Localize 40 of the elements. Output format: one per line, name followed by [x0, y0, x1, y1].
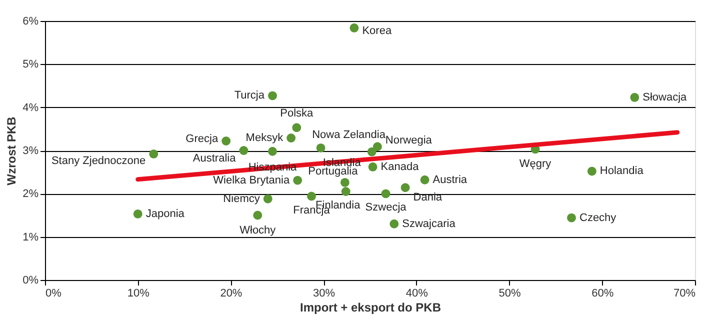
annotation: Korea — [362, 24, 392, 37]
annotation: Polska — [280, 108, 314, 120]
y-tick-label: 3% — [22, 145, 39, 157]
annotation: Grecja — [186, 133, 219, 146]
x-tick-label: 50% — [498, 288, 522, 300]
annotation: Turcja — [234, 90, 266, 102]
x-tick-label: 70% — [673, 288, 696, 300]
annotation: Wielka Brytania — [213, 174, 290, 186]
annotation: Holandia — [600, 165, 644, 178]
annotation: Norwegia — [385, 134, 433, 147]
x-axis-title: Import + eksport do PKB — [300, 300, 442, 314]
y-tick-label: 2% — [22, 188, 39, 200]
annotation: Meksyk — [246, 132, 284, 144]
annotation: Słowacja — [642, 91, 688, 104]
annotation: Dania — [413, 192, 443, 204]
annotation: Włochy — [240, 224, 276, 236]
annotation: Niemcy — [223, 192, 260, 205]
x-tick-label: 30% — [313, 288, 336, 300]
y-tick-label: 5% — [22, 58, 39, 71]
annotation: Australia — [192, 152, 237, 164]
annotation: Nowa Zelandia — [312, 128, 386, 141]
annotation: Kanada — [380, 160, 420, 173]
x-tick-label: 10% — [127, 288, 150, 300]
annotation: Szwecja — [365, 202, 408, 214]
x-tick-label: 60% — [592, 288, 614, 300]
y-axis-title: Wzrost PKB — [4, 116, 19, 186]
annotation: Portugalia — [308, 165, 359, 178]
x-tick-label: 0% — [46, 288, 62, 300]
annotation: Stany Zjednoczone — [51, 154, 146, 167]
annotation: Czechy — [580, 212, 617, 224]
y-tick-label: 0% — [22, 274, 39, 286]
y-tick-label: 4% — [22, 102, 39, 114]
annotation: Austria — [432, 174, 468, 186]
annotation: Szwajcaria — [402, 218, 456, 230]
annotation: Japonia — [146, 208, 186, 220]
x-tick-label: 20% — [220, 288, 242, 300]
y-tick-label: 1% — [22, 231, 39, 244]
y-tick-label: 6% — [22, 16, 39, 28]
annotation: Węgry — [519, 158, 552, 170]
x-tick-label: 40% — [406, 288, 428, 300]
